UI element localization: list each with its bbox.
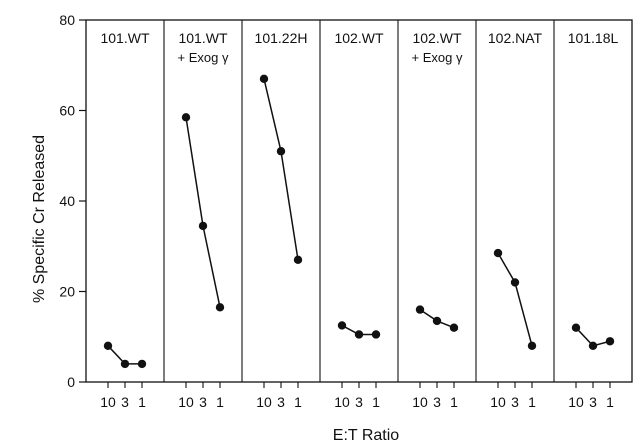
x-tick-label: 3: [199, 394, 207, 410]
panel-3: 101.22H 10 3 1: [255, 30, 308, 410]
x-tick-label: 1: [138, 394, 146, 410]
x-tick-label: 10: [334, 394, 350, 410]
panel-7: 101.18L 10 3 1: [568, 30, 619, 410]
plot-border: [85, 19, 633, 383]
data-point: [415, 305, 425, 314]
data-point: [215, 303, 225, 312]
panel-title: 102.WT: [334, 30, 383, 46]
y-tick-label: 20: [59, 284, 75, 300]
x-tick-label: 3: [121, 394, 129, 410]
x-tick-label: 1: [294, 394, 302, 410]
x-tick-label: 10: [490, 394, 506, 410]
x-tick-label: 1: [450, 394, 458, 410]
data-point: [588, 341, 598, 350]
x-axis-label: E:T Ratio: [333, 427, 400, 444]
panel-4: 102.WT 10 3 1: [334, 30, 384, 410]
panel-title: 102.NAT: [488, 30, 543, 46]
x-tick-label: 3: [589, 394, 597, 410]
panel-title: 101.22H: [255, 30, 308, 46]
y-tick-label: 60: [59, 103, 75, 119]
plot-frame: [85, 19, 633, 383]
data-point: [198, 221, 208, 231]
data-point: [120, 359, 130, 369]
x-tick-label: 10: [100, 394, 116, 410]
data-point: [510, 278, 520, 287]
x-tick-label: 10: [178, 394, 194, 410]
x-tick-label: 10: [568, 394, 584, 410]
x-tick-label: 3: [433, 394, 441, 410]
panel-title: 101.18L: [568, 30, 619, 46]
data-point: [276, 147, 286, 156]
x-tick-label: 1: [606, 394, 614, 410]
x-tick-label: 3: [277, 394, 285, 410]
y-axis: 0 20 40 60 80: [59, 12, 86, 390]
data-point: [337, 321, 347, 330]
series-line: [497, 252, 533, 346]
panel-title: 101.WT: [100, 30, 149, 46]
data-point: [571, 323, 581, 332]
x-tick-label: 3: [511, 394, 519, 410]
panel-5: 102.WT + Exog γ 10 3 1: [412, 30, 463, 410]
series-line: [263, 78, 299, 260]
x-tick-label: 1: [216, 394, 224, 410]
y-axis-label: % Specific Cr Released: [31, 135, 48, 303]
data-point: [293, 255, 303, 265]
data-point: [103, 341, 113, 350]
x-tick-label: 1: [372, 394, 380, 410]
x-tick-label: 1: [528, 394, 536, 410]
data-point: [605, 337, 615, 346]
data-point: [181, 113, 191, 122]
data-point: [493, 248, 503, 258]
x-tick-label: 3: [355, 394, 363, 410]
data-point: [137, 359, 147, 369]
series-line: [185, 117, 221, 308]
panel-1: 101.WT 10 3 1: [100, 30, 150, 410]
data-point: [354, 330, 364, 339]
panel-title: 101.WT: [178, 30, 227, 46]
panel-6: 102.NAT 10 3 1: [488, 30, 543, 410]
panel-2: 101.WT + Exog γ 10 3 1: [178, 30, 229, 410]
y-tick-label: 0: [67, 374, 75, 390]
y-tick-label: 40: [59, 193, 75, 209]
panel-subtitle: + Exog γ: [412, 50, 463, 65]
data-point: [449, 323, 459, 332]
panel-subtitle: + Exog γ: [178, 50, 229, 65]
data-point: [527, 341, 537, 350]
panel-title: 102.WT: [412, 30, 461, 46]
data-point: [432, 316, 442, 326]
data-point: [259, 74, 269, 84]
x-tick-label: 10: [412, 394, 428, 410]
data-point: [371, 330, 381, 339]
x-tick-label: 10: [256, 394, 272, 410]
y-tick-label: 80: [59, 12, 75, 28]
